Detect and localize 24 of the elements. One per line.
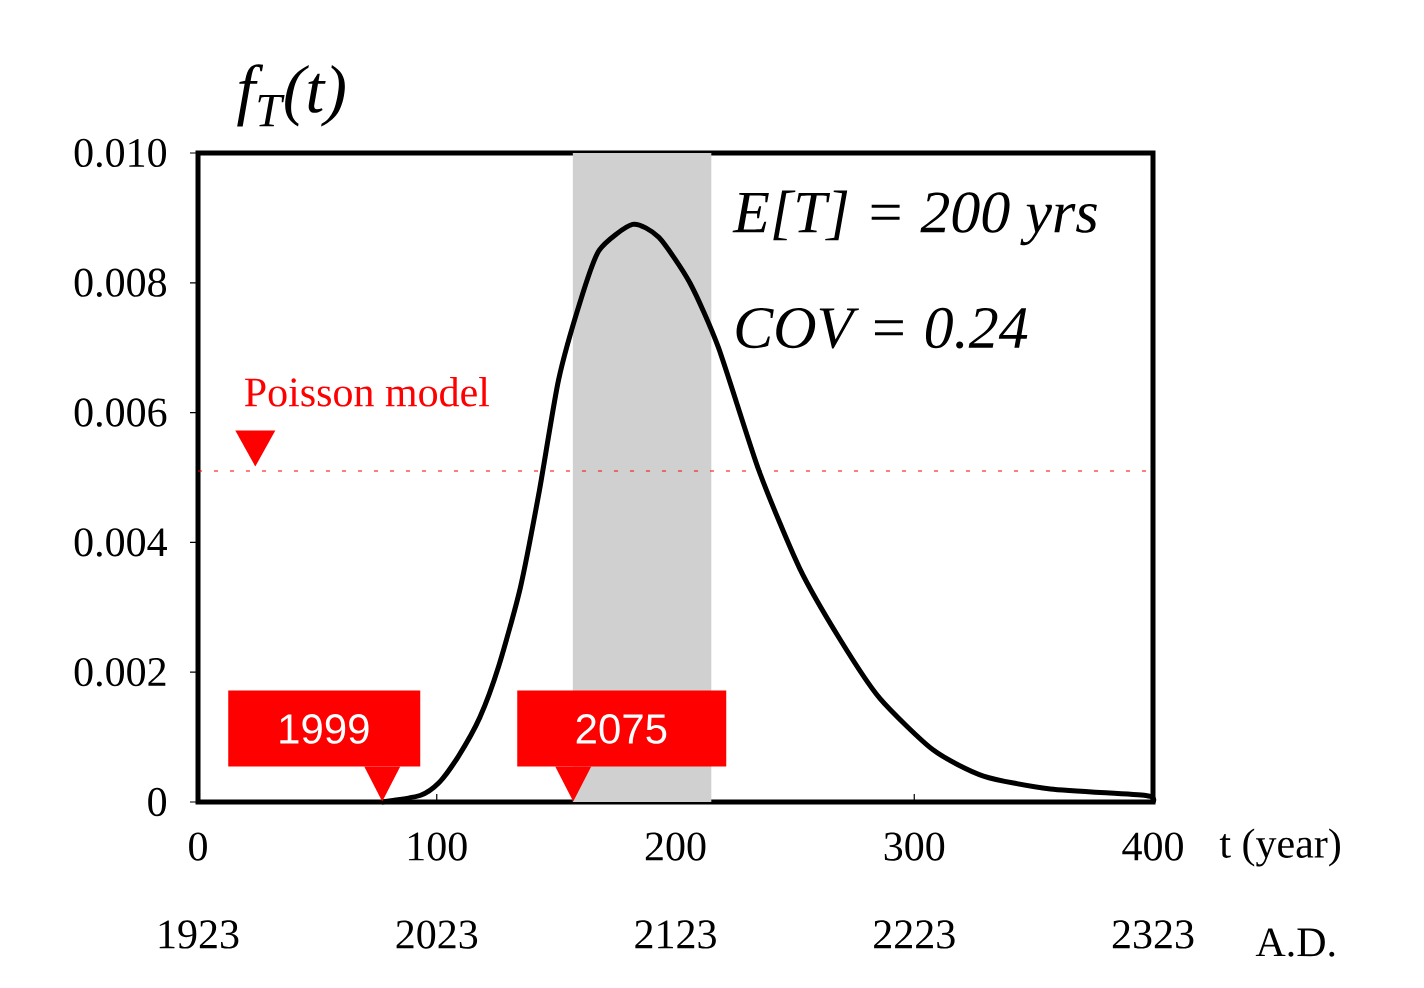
x2-tick-label: 2223 <box>874 920 955 949</box>
x2-tick-label: 2023 <box>396 920 478 949</box>
x2-tick-label: 1923 <box>159 920 239 949</box>
y-tick-label: 0.008 <box>74 268 167 298</box>
y-tick-label: 0.006 <box>74 398 167 427</box>
y-tick-label: 0.010 <box>74 138 167 168</box>
annotation: COV = 0.24 <box>736 307 1028 349</box>
x-tick-label: 0 <box>189 832 207 861</box>
x-tick-label: 300 <box>884 832 945 861</box>
x-tick-label: 100 <box>408 832 467 861</box>
x2-tick-label: 2323 <box>1112 920 1194 949</box>
y-axis-title: f$_{T}$(t) <box>237 64 345 127</box>
x2-tick-label: 2123 <box>635 920 716 949</box>
x2-axis-title: A.D. <box>1255 928 1335 957</box>
annotation: 2075 <box>576 714 667 744</box>
x-tick-label: 200 <box>645 832 706 861</box>
ref-line-label: Poisson model <box>244 377 490 407</box>
x-axis-title: t (year) <box>1219 828 1340 867</box>
x-tick-label: 400 <box>1122 832 1183 861</box>
y-tick-label: 0.004 <box>74 528 167 557</box>
y-tick-label: 0.002 <box>74 657 166 687</box>
annotation: 1999 <box>280 714 369 744</box>
y-tick-label: 0 <box>148 787 167 817</box>
annotation: E[T] = 200 yrs <box>732 190 1097 246</box>
